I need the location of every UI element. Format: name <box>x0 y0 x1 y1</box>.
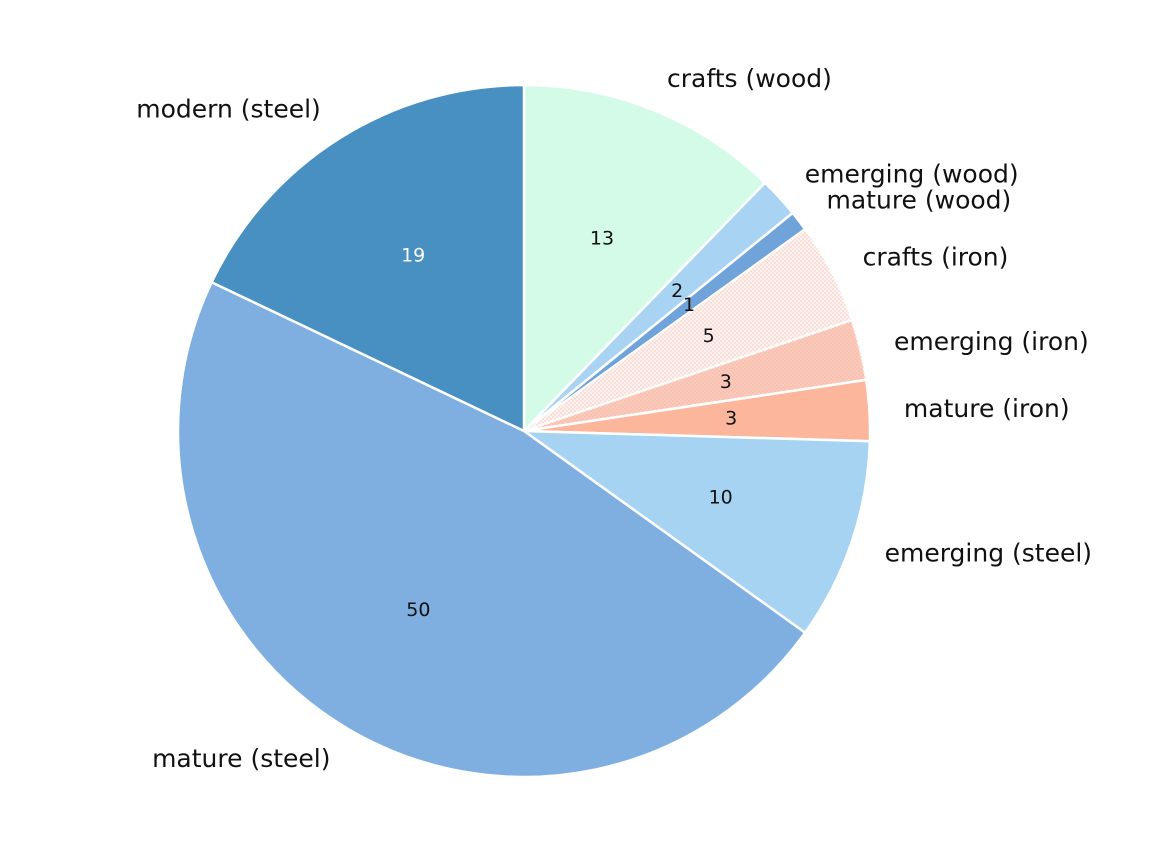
slice-label-mature-iron: mature (iron) <box>904 394 1070 423</box>
value-label-modern-steel: 19 <box>401 245 425 267</box>
slice-label-mature-steel: mature (steel) <box>152 744 330 773</box>
slice-modern-steel <box>210 83 526 433</box>
slice-label-emerging-iron: emerging (iron) <box>894 327 1089 356</box>
value-label-mature-wood: 1 <box>683 294 695 316</box>
slice-label-modern-steel: modern (steel) <box>136 95 321 124</box>
slice-labels: crafts (wood) emerging (wood)mature (wood… <box>136 64 1092 773</box>
slice-mature-steel <box>176 280 807 779</box>
slice-label-crafts-wood: crafts (wood) <box>667 64 832 93</box>
value-label-emerging-steel: 10 <box>709 487 733 509</box>
value-label-mature-iron: 3 <box>725 408 737 430</box>
slice-crafts-wood <box>522 83 767 433</box>
value-labels: 13 215 3 3 10 50 19 <box>401 228 737 621</box>
slice-label-crafts-iron: crafts (iron) <box>863 243 1009 272</box>
slice-label-emerging-wood: emerging (wood) <box>805 160 1019 189</box>
slice-hatch-emerging-iron <box>524 320 867 431</box>
value-label-crafts-wood: 13 <box>590 228 614 250</box>
slice-label-mature-wood: mature (wood) <box>827 186 1012 215</box>
value-label-emerging-iron: 3 <box>720 371 732 393</box>
pie-slices <box>176 83 872 779</box>
value-label-mature-steel: 50 <box>406 599 430 621</box>
slice-label-emerging-steel: emerging (steel) <box>885 538 1092 567</box>
slice-hatch-crafts-iron <box>524 229 852 431</box>
slice-emerging-steel <box>522 429 872 634</box>
value-label-emerging-wood: 2 <box>671 280 683 302</box>
value-label-crafts-iron: 5 <box>703 325 715 347</box>
